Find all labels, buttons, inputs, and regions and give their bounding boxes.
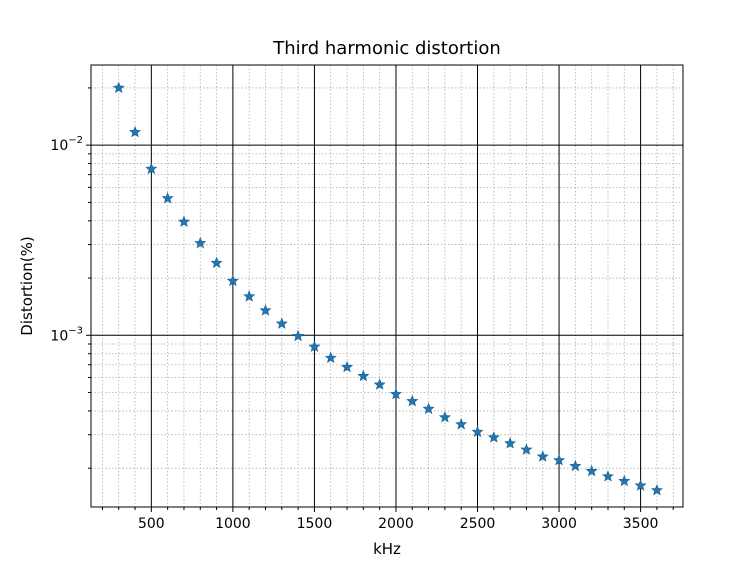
data-point xyxy=(471,425,484,438)
data-point xyxy=(601,470,614,482)
data-point xyxy=(324,351,337,364)
y-tick-label: 10−3 xyxy=(50,325,83,344)
data-point xyxy=(373,378,386,390)
chart-title: Third harmonic distortion xyxy=(272,38,501,59)
data-point xyxy=(618,474,631,487)
data-point xyxy=(455,418,468,430)
data-point xyxy=(243,290,256,302)
x-tick-label: 1000 xyxy=(215,516,251,532)
x-tick-label: 1500 xyxy=(297,516,333,532)
data-point xyxy=(585,464,598,477)
data-point xyxy=(177,215,190,227)
data-point xyxy=(226,274,239,287)
x-tick-label: 2000 xyxy=(378,516,414,532)
y-tick-label: 10−2 xyxy=(50,135,83,154)
data-point xyxy=(112,81,125,94)
data-point xyxy=(389,387,402,400)
data-point xyxy=(422,402,435,415)
x-tick-label: 500 xyxy=(138,516,165,532)
data-point xyxy=(438,411,451,423)
data-point xyxy=(487,431,500,443)
data-point xyxy=(308,340,321,352)
data-point xyxy=(259,304,272,316)
data-point xyxy=(406,394,419,407)
data-points xyxy=(112,81,663,496)
y-axis-label: Distortion(%) xyxy=(18,236,36,335)
data-point xyxy=(634,479,647,491)
data-point xyxy=(357,369,370,382)
data-point xyxy=(569,459,582,472)
data-point xyxy=(292,329,305,342)
data-point xyxy=(275,317,288,329)
data-point xyxy=(161,192,174,204)
data-point xyxy=(194,236,207,249)
data-point xyxy=(504,437,517,449)
data-point xyxy=(553,454,566,466)
data-point xyxy=(210,256,223,269)
data-point xyxy=(536,450,549,462)
x-tick-label: 3000 xyxy=(541,516,577,532)
x-axis-label: kHz xyxy=(373,540,401,558)
data-point xyxy=(520,443,533,455)
x-tick-label: 2500 xyxy=(460,516,496,532)
data-point xyxy=(650,483,663,496)
data-point xyxy=(129,125,142,138)
data-point xyxy=(341,360,354,373)
grid xyxy=(91,65,683,507)
data-point xyxy=(145,162,158,175)
axis-ticks: 500 1000 1500 2000 2500 3000 3500 10−3 10−2 xyxy=(50,87,674,532)
x-tick-label: 3500 xyxy=(623,516,659,532)
plot-frame xyxy=(90,64,684,508)
